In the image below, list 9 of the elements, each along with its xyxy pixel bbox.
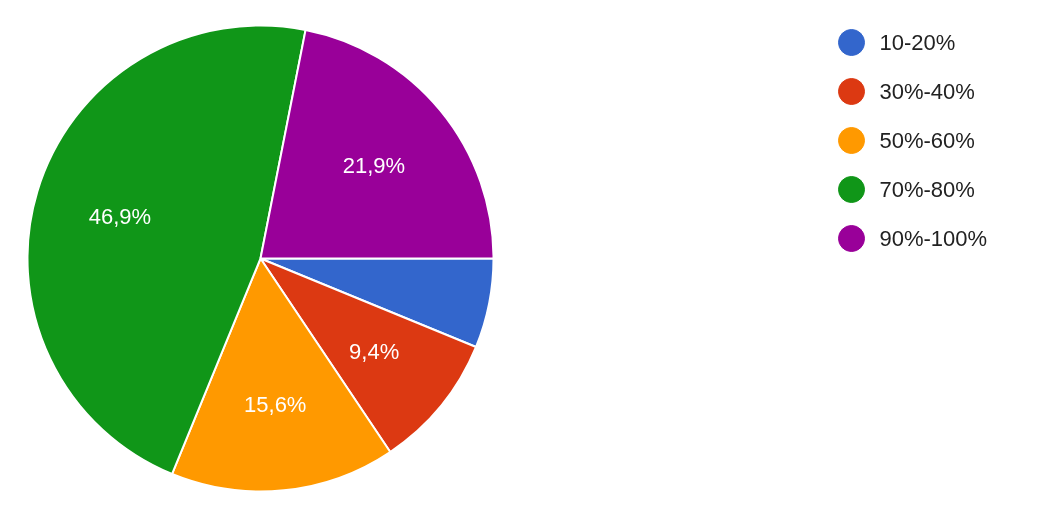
data-label: 15,6% <box>244 392 307 418</box>
legend-label: 90%-100% <box>879 226 988 251</box>
data-label: 21,9% <box>342 152 406 178</box>
legend-label: 50%-60% <box>879 128 975 153</box>
data-label: 9,4% <box>349 338 400 364</box>
data-label: 46,9% <box>88 203 152 229</box>
legend-label: 30%-40% <box>879 79 975 104</box>
legend-label: 70%-80% <box>879 177 975 202</box>
legend-label: 10-20% <box>879 30 956 55</box>
